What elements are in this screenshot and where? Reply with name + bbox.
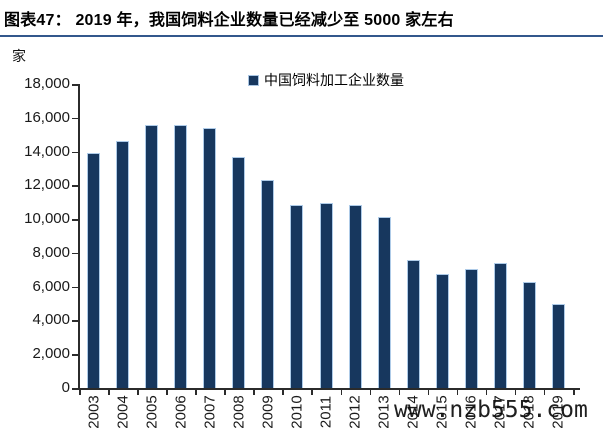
bar-2012 <box>348 205 362 388</box>
bar-2005 <box>145 125 159 388</box>
x-axis-tick-label: 2005 <box>143 395 161 429</box>
x-axis-tick <box>166 389 168 395</box>
x-axis-tick <box>195 389 197 395</box>
y-axis-tick-label: 18,000 <box>24 75 70 92</box>
x-axis-tick <box>427 389 430 395</box>
legend-color-swatch-icon <box>248 74 259 86</box>
bar-2019 <box>551 304 565 388</box>
x-axis-tick <box>573 389 575 395</box>
bar-2009 <box>261 180 275 388</box>
y-axis-tick <box>72 117 79 120</box>
bar-2003 <box>87 153 101 388</box>
bar-2007 <box>203 128 217 388</box>
y-axis-tick <box>72 286 79 289</box>
y-axis-tick-label: 16,000 <box>24 108 70 126</box>
y-axis-tick-label: 0 <box>61 379 70 396</box>
x-axis-tick <box>282 389 284 395</box>
legend-label: 中国饲料加工企业数量 <box>264 72 404 88</box>
y-axis-tick <box>72 151 79 154</box>
x-axis-tick <box>514 389 517 395</box>
x-axis-tick-label: 2003 <box>85 395 103 429</box>
x-axis-line <box>78 388 580 390</box>
x-axis-tick <box>485 389 488 395</box>
y-axis-tick-label: 2,000 <box>32 345 70 363</box>
y-axis-tick-label: 8,000 <box>32 243 70 261</box>
x-axis-tick <box>398 389 401 395</box>
y-axis-tick <box>72 84 79 86</box>
x-axis-tick-label: 2008 <box>230 395 248 429</box>
bar-2013 <box>377 217 391 388</box>
y-axis-tick-label: 4,000 <box>32 311 70 329</box>
x-axis-tick <box>253 389 255 395</box>
chart-legend: 中国饲料加工企业数量 <box>79 70 573 90</box>
y-axis-tick-label: 10,000 <box>24 210 70 228</box>
chart-title: 图表47： 2019 年，我国饲料企业数量已经减少至 5000 家左右 <box>4 12 454 29</box>
x-axis-tick <box>340 389 343 395</box>
y-axis-tick <box>72 320 79 322</box>
bar-2016 <box>464 269 478 388</box>
x-axis-tick <box>79 389 81 395</box>
x-axis-tick <box>108 389 110 395</box>
bar-2018 <box>522 282 536 388</box>
y-axis-tick-label: 12,000 <box>24 176 70 194</box>
bar-2004 <box>116 141 130 388</box>
y-axis-tick-label: 6,000 <box>32 277 70 295</box>
x-axis-tick-label: 2010 <box>288 395 306 429</box>
x-axis-tick-label: 2007 <box>201 395 219 429</box>
watermark: www.nzb555.com <box>394 397 588 423</box>
x-axis-tick <box>137 389 139 395</box>
x-axis-tick <box>369 389 372 395</box>
x-axis-tick-label: 2013 <box>375 395 393 429</box>
bar-2006 <box>174 125 188 388</box>
bar-2014 <box>406 260 420 388</box>
bar-2011 <box>319 203 333 388</box>
x-axis-tick-label: 2009 <box>259 395 277 429</box>
y-axis-tick <box>72 219 79 221</box>
x-axis-tick-label: 2011 <box>317 395 335 429</box>
x-axis-tick <box>311 389 313 395</box>
y-axis-unit-label: 家 <box>12 48 26 64</box>
y-axis-tick <box>72 185 79 187</box>
bar-2015 <box>435 274 449 388</box>
y-axis-tick <box>72 252 79 255</box>
x-axis-tick <box>456 389 459 395</box>
chart-header: 图表47： 2019 年，我国饲料企业数量已经减少至 5000 家左右 <box>0 0 603 37</box>
y-axis-tick <box>72 388 79 390</box>
x-axis-tick <box>543 389 546 395</box>
y-axis-tick <box>72 354 79 356</box>
x-axis-tick-label: 2012 <box>346 395 364 429</box>
x-axis-tick-label: 2006 <box>172 395 190 429</box>
x-axis-tick <box>224 389 226 395</box>
bar-2017 <box>493 263 507 388</box>
x-axis-tick-label: 2004 <box>114 395 132 429</box>
bar-2010 <box>290 205 304 388</box>
y-axis-tick-label: 14,000 <box>24 142 70 160</box>
y-axis-line <box>78 84 80 388</box>
bar-2008 <box>232 157 246 388</box>
